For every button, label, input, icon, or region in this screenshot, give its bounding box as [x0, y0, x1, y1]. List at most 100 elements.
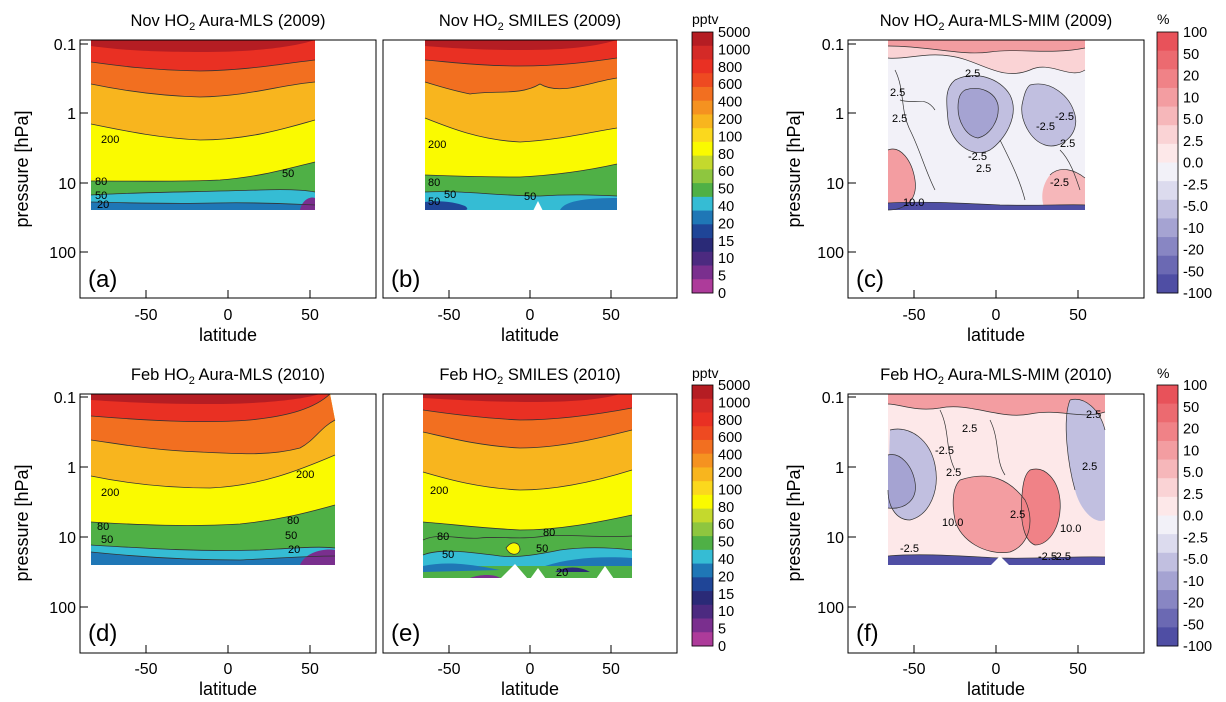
xtick-b-1: 0 [526, 307, 535, 324]
xtick-f-2: 50 [1069, 661, 1087, 678]
colorbar-percent-feb-swatch-8 [1157, 534, 1178, 554]
ytick-c-3: 100 [817, 245, 844, 262]
colorbar-pptv-nov-label-5: 200 [718, 112, 742, 128]
colorbar-percent-feb-label-11: -50 [1183, 617, 1204, 633]
colorbar-percent-nov-swatch-7 [1157, 162, 1178, 182]
colorbar-percent-feb-label-6: 0.0 [1183, 509, 1203, 525]
contour-label-c-4: 2.5 [1060, 138, 1075, 150]
colorbar-percent-nov-label-5: 2.5 [1183, 134, 1203, 150]
colorbar-pptv-feb-swatch-2 [692, 412, 713, 427]
colorbar-pptv-feb-label-7: 80 [718, 500, 734, 516]
colorbar-percent-feb-label-5: 2.5 [1183, 487, 1203, 503]
contour-label-f-1: 2.5 [1086, 409, 1101, 421]
panel-f: Feb HO2 Aura-MLS-MIM (2010) 2 [784, 366, 1145, 699]
colorbar-percent-nov: 100 50 20 10 5.0 2.5 0.0 -2.5 -5.0 -10 -20 -50 -100% [1156, 11, 1212, 302]
contour-label-d-1: 200 [296, 469, 314, 481]
xtick-c-0: -50 [902, 307, 925, 324]
colorbar-pptv-nov-swatch-2 [692, 59, 713, 74]
data-gap-notch-e-2 [596, 566, 614, 579]
region-d-7 [91, 552, 335, 565]
colorbar-pptv-feb-label-6: 100 [718, 482, 742, 498]
contour-label-d-0: 200 [101, 487, 119, 499]
colorbar-pptv-nov-label-6: 100 [718, 129, 742, 145]
region-b-7 [560, 198, 617, 210]
xtick-b-2: 50 [602, 307, 620, 324]
contour-label-a-0: 200 [101, 134, 119, 146]
colorbar-pptv-nov-label-0: 5000 [718, 25, 750, 41]
colorbar-pptv-feb: 500010008006004002001008060504020151050p… [691, 365, 750, 655]
xtick-e-1: 0 [526, 661, 535, 678]
ytick-c-2: 10 [826, 176, 844, 193]
colorbar-pptv-feb-swatch-7 [692, 481, 713, 496]
colorbar-percent-feb-label-2: 20 [1183, 422, 1199, 438]
colorbar-percent-nov-swatch-13 [1157, 274, 1178, 294]
colorbar-pptv-feb-frame [691, 384, 714, 647]
colorbar-percent-nov-swatch-5 [1157, 125, 1178, 145]
contour-label-a-3: 20 [97, 199, 109, 211]
contour-field-c: 2.5 2.5 2.5 -2.5 2.5 -2.5 -2.5 2.5 -2.5 … [887, 40, 1086, 211]
colorbar-pptv-nov-label-15: 0 [718, 286, 726, 302]
ytick-a-0: 0.1 [54, 37, 76, 54]
colorbar-pptv-feb-swatch-10 [692, 522, 713, 537]
colorbar-pptv-feb-label-4: 400 [718, 448, 742, 464]
colorbar-pptv-nov-swatch-15 [692, 238, 713, 253]
colorbar-percent-nov-label-9: -10 [1183, 221, 1204, 237]
panel-f-title: Feb HO2 Aura-MLS-MIM (2010) [880, 366, 1112, 387]
ytick-f-3: 100 [817, 600, 844, 617]
colorbar-pptv-feb-label-0: 5000 [718, 378, 750, 394]
colorbar-percent-nov-swatch-8 [1157, 181, 1178, 201]
colorbar-percent-feb-label-10: -20 [1183, 596, 1204, 612]
colorbar-percent-nov-label-10: -20 [1183, 243, 1204, 259]
panel-a-title: Nov HO2 Aura-MLS (2009) [130, 12, 325, 33]
contour-label-f-8: -2.5 [900, 543, 919, 555]
colorbar-pptv-feb-label-10: 40 [718, 552, 734, 568]
region-e-7 [423, 563, 500, 572]
colorbar-pptv-feb-label-1: 1000 [718, 395, 750, 411]
colorbar-pptv-nov-label-2: 800 [718, 60, 742, 76]
colorbar-percent-feb-swatch-12 [1157, 608, 1178, 628]
region-e-5 [423, 394, 620, 402]
colorbar-pptv-feb-swatch-17 [692, 618, 713, 633]
colorbar-percent-nov-label-0: 100 [1183, 25, 1207, 41]
colorbar-pptv-nov-swatch-9 [692, 155, 713, 170]
x-ticks-c [913, 290, 1079, 298]
contour-label-c-6: -2.5 [968, 151, 987, 163]
colorbar-percent-feb-label-0: 100 [1183, 378, 1207, 394]
colorbar-percent-nov-swatch-6 [1157, 143, 1178, 163]
region-e-11 [470, 575, 500, 578]
contour-label-f-5: 10.0 [942, 517, 963, 529]
colorbar-pptv-feb-unit: pptv [692, 365, 718, 381]
contour-label-e-4: 50 [536, 543, 548, 555]
contour-label-e-5: 20 [556, 567, 568, 579]
contour-label-f-7: 10.0 [1060, 523, 1081, 535]
xlabel-d: latitude [199, 679, 257, 699]
colorbar-pptv-feb-label-8: 60 [718, 517, 734, 533]
xtick-a-2: 50 [301, 307, 319, 324]
colorbar-percent-nov-unit: % [1157, 11, 1169, 27]
colorbar-pptv-nov-label-10: 40 [718, 199, 734, 215]
colorbar-pptv-nov-label-14: 5 [718, 269, 726, 285]
colorbar-pptv-feb-swatch-15 [692, 591, 713, 606]
panel-d-title: Feb HO2 Aura-MLS (2010) [131, 366, 325, 387]
contour-label-e-1: 80 [437, 531, 449, 543]
colorbar-percent-nov-swatch-0 [1157, 32, 1178, 52]
colorbar-pptv-nov-swatch-1 [692, 45, 713, 60]
data-gap-notch-f [990, 556, 1010, 566]
contour-field-f: 2.5 2.5 -2.5 2.5 2.5 10.0 2.5 10.0 -2.5 … [887, 394, 1106, 565]
contour-label-f-6: 2.5 [1010, 509, 1025, 521]
panel-e: Feb HO2 SMILES (2010) 200 [382, 366, 678, 699]
x-ticks-f [913, 645, 1079, 653]
xtick-d-0: -50 [134, 661, 157, 678]
colorbar-pptv-nov-swatch-16 [692, 251, 713, 266]
panel-e-title: Feb HO2 SMILES (2010) [439, 366, 620, 387]
region-f-1 [888, 394, 1105, 416]
contour-label-e-0: 200 [430, 485, 448, 497]
xtick-f-1: 0 [992, 661, 1001, 678]
region-f-4 [1066, 399, 1105, 521]
colorbar-pptv-feb-swatch-13 [692, 563, 713, 578]
colorbar-pptv-feb-swatch-6 [692, 467, 713, 482]
contour-label-f-2: -2.5 [935, 445, 954, 457]
ylabel-f: pressure [hPa] [784, 464, 804, 581]
colorbar-pptv-feb-swatch-5 [692, 453, 713, 468]
contour-label-c-9: 10.0 [903, 197, 924, 209]
